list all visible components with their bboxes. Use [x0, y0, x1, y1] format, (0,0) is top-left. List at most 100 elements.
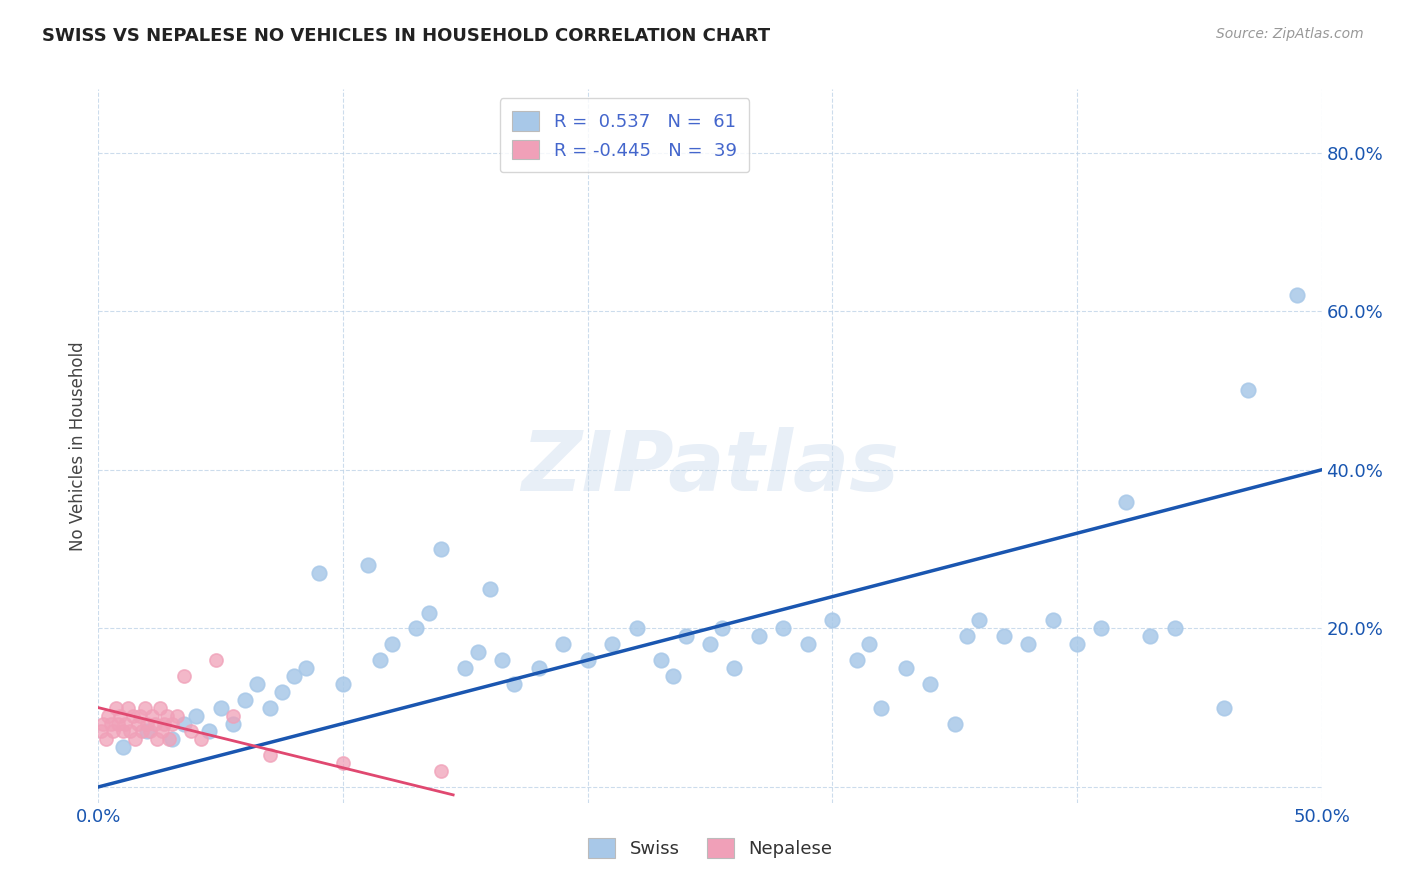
Point — [920, 677, 942, 691]
Point — [124, 732, 146, 747]
Point — [491, 653, 513, 667]
Point — [283, 669, 305, 683]
Point — [405, 621, 427, 635]
Point — [91, 716, 114, 731]
Point — [772, 621, 794, 635]
Point — [156, 708, 179, 723]
Point — [120, 724, 142, 739]
Point — [821, 614, 844, 628]
Point — [104, 700, 127, 714]
Point — [117, 700, 139, 714]
Point — [136, 724, 159, 739]
Point — [675, 629, 697, 643]
Point — [1212, 700, 1234, 714]
Point — [430, 764, 453, 778]
Point — [748, 629, 770, 643]
Point — [356, 558, 378, 572]
Point — [139, 724, 162, 739]
Point — [845, 653, 868, 667]
Point — [259, 700, 281, 714]
Point — [100, 716, 122, 731]
Point — [157, 732, 180, 747]
Point — [259, 748, 281, 763]
Point — [308, 566, 330, 580]
Point — [332, 677, 354, 691]
Point — [166, 708, 188, 723]
Point — [222, 708, 245, 723]
Point — [662, 669, 685, 683]
Point — [160, 732, 183, 747]
Point — [222, 716, 245, 731]
Point — [699, 637, 721, 651]
Point — [110, 708, 132, 723]
Point — [478, 582, 501, 596]
Point — [101, 724, 124, 739]
Point — [134, 700, 156, 714]
Point — [430, 542, 453, 557]
Y-axis label: No Vehicles in Household: No Vehicles in Household — [69, 341, 87, 551]
Text: ZIPatlas: ZIPatlas — [522, 427, 898, 508]
Point — [503, 677, 526, 691]
Point — [173, 669, 195, 683]
Point — [180, 724, 202, 739]
Point — [943, 716, 966, 731]
Point — [1237, 384, 1260, 398]
Point — [381, 637, 404, 651]
Point — [270, 685, 294, 699]
Point — [1017, 637, 1039, 651]
Point — [173, 716, 195, 731]
Point — [1286, 288, 1309, 302]
Point — [650, 653, 672, 667]
Point — [368, 653, 391, 667]
Point — [97, 708, 120, 723]
Point — [1066, 637, 1088, 651]
Point — [131, 724, 153, 739]
Point — [160, 716, 183, 731]
Point — [114, 716, 136, 731]
Point — [233, 692, 256, 706]
Point — [1090, 621, 1112, 635]
Point — [90, 724, 112, 739]
Point — [153, 716, 176, 731]
Point — [527, 661, 550, 675]
Point — [94, 732, 117, 747]
Point — [894, 661, 917, 675]
Point — [143, 716, 166, 731]
Point — [553, 637, 575, 651]
Point — [870, 700, 893, 714]
Point — [332, 756, 354, 771]
Point — [149, 700, 172, 714]
Point — [190, 732, 212, 747]
Text: SWISS VS NEPALESE NO VEHICLES IN HOUSEHOLD CORRELATION CHART: SWISS VS NEPALESE NO VEHICLES IN HOUSEHO… — [42, 27, 770, 45]
Point — [129, 708, 152, 723]
Point — [186, 708, 208, 723]
Point — [454, 661, 477, 675]
Point — [295, 661, 318, 675]
Legend: Swiss, Nepalese: Swiss, Nepalese — [581, 830, 839, 865]
Text: Source: ZipAtlas.com: Source: ZipAtlas.com — [1216, 27, 1364, 41]
Point — [993, 629, 1015, 643]
Point — [127, 716, 149, 731]
Point — [1139, 629, 1161, 643]
Point — [1164, 621, 1187, 635]
Point — [967, 614, 990, 628]
Point — [576, 653, 599, 667]
Point — [626, 621, 648, 635]
Point — [600, 637, 623, 651]
Point — [205, 653, 228, 667]
Point — [797, 637, 820, 651]
Point — [136, 716, 159, 731]
Point — [146, 732, 169, 747]
Point — [150, 724, 173, 739]
Point — [858, 637, 880, 651]
Point — [141, 708, 163, 723]
Point — [246, 677, 269, 691]
Point — [121, 708, 143, 723]
Point — [467, 645, 489, 659]
Point — [1042, 614, 1064, 628]
Point — [107, 716, 129, 731]
Point — [956, 629, 979, 643]
Point — [711, 621, 734, 635]
Point — [111, 724, 134, 739]
Point — [209, 700, 232, 714]
